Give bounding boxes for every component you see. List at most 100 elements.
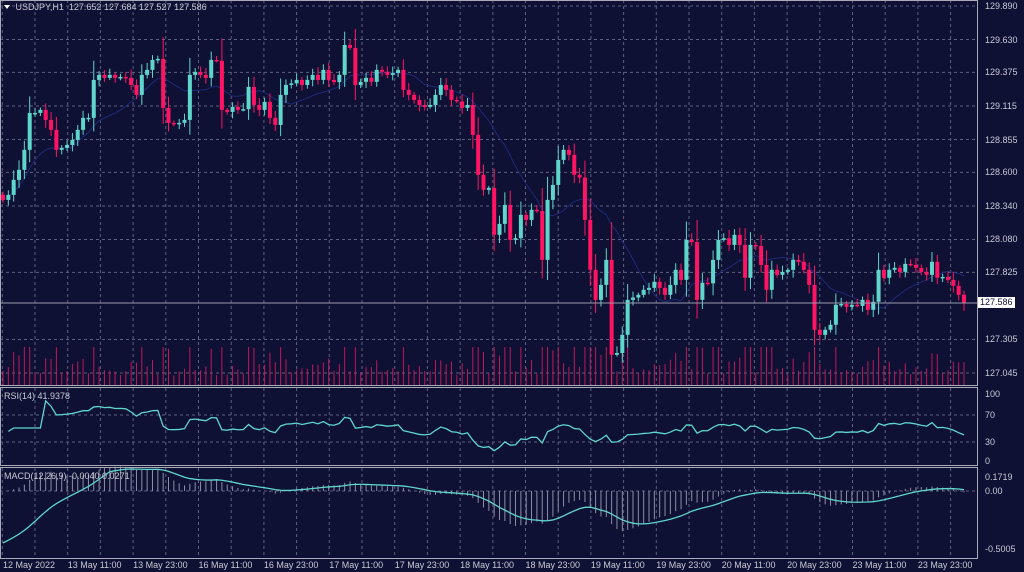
candle-bullish bbox=[86, 117, 91, 120]
time-axis-label: 13 May 23:00 bbox=[133, 560, 188, 570]
price-axis-label: 129.375 bbox=[985, 67, 1018, 78]
candle-bearish bbox=[727, 238, 732, 245]
volume-bars bbox=[2, 347, 965, 385]
candle-bullish bbox=[839, 303, 844, 306]
candle-bearish bbox=[951, 279, 956, 286]
candle-bullish bbox=[283, 84, 288, 95]
candle-bullish bbox=[107, 74, 112, 78]
candle-bearish bbox=[881, 269, 886, 278]
time-axis-label: 16 May 23:00 bbox=[263, 560, 319, 570]
rsi-level-30: 30 bbox=[985, 437, 996, 447]
candle-bearish bbox=[481, 174, 486, 190]
candle-bullish bbox=[614, 353, 619, 355]
time-axis-label: 18 May 11:00 bbox=[460, 560, 514, 570]
time-axis-label: 19 May 11:00 bbox=[590, 560, 645, 570]
candle-bearish bbox=[54, 129, 59, 150]
candle-bearish bbox=[326, 69, 331, 80]
price-axis-label: 127.825 bbox=[985, 267, 1018, 278]
macd-level-min: -0.5005 bbox=[985, 544, 1016, 554]
candle-bearish bbox=[962, 294, 966, 304]
candle-bullish bbox=[97, 74, 102, 80]
candle-bullish bbox=[230, 106, 235, 112]
high-value: 127.684 bbox=[103, 2, 137, 12]
candle-bearish bbox=[577, 174, 582, 178]
candle-bearish bbox=[251, 86, 256, 105]
candle-bullish bbox=[59, 147, 64, 150]
candle-bullish bbox=[929, 261, 934, 275]
candle-bearish bbox=[102, 74, 107, 78]
candle-bearish bbox=[412, 94, 417, 100]
candle-bearish bbox=[759, 245, 764, 265]
candle-bullish bbox=[849, 304, 854, 307]
macd-label: MACD(12,26,9) -0.0040 0.0271 bbox=[4, 471, 130, 481]
candle-bullish bbox=[246, 86, 251, 110]
candle-bullish bbox=[940, 276, 945, 279]
candles bbox=[1, 29, 966, 387]
candle-bearish bbox=[956, 285, 961, 295]
candle-bearish bbox=[540, 211, 545, 260]
candle-bullish bbox=[625, 299, 630, 335]
candle-bullish bbox=[187, 74, 192, 120]
candle-bearish bbox=[235, 106, 240, 110]
candle-bullish bbox=[438, 84, 443, 95]
time-axis-label: 13 May 11:00 bbox=[67, 560, 122, 570]
candle-bearish bbox=[406, 89, 411, 95]
candle-bearish bbox=[449, 89, 454, 100]
candle-bearish bbox=[332, 79, 337, 83]
macd-level-max: 0.1719 bbox=[985, 472, 1013, 482]
candle-bullish bbox=[748, 244, 753, 278]
macd-level-zero: 0.00 bbox=[985, 486, 1003, 496]
candle-bearish bbox=[273, 117, 278, 125]
rsi-level-0: 0 bbox=[985, 456, 991, 466]
price-axis-label: 128.080 bbox=[985, 234, 1018, 245]
candle-bullish bbox=[278, 94, 283, 125]
candle-bearish bbox=[508, 204, 513, 240]
time-axis-label: 17 May 23:00 bbox=[394, 560, 450, 570]
candle-bullish bbox=[396, 69, 401, 74]
candle-bearish bbox=[470, 104, 475, 135]
candle-bullish bbox=[871, 301, 876, 310]
candle-bullish bbox=[11, 179, 16, 195]
candle-bearish bbox=[348, 44, 353, 48]
candle-bearish bbox=[812, 284, 817, 330]
rsi-label: RSI(14) 41.9378 bbox=[4, 391, 71, 401]
candle-bearish bbox=[566, 149, 571, 155]
candle-bearish bbox=[817, 329, 822, 335]
candle-bearish bbox=[657, 281, 662, 288]
candle-bearish bbox=[198, 71, 203, 75]
candle-bullish bbox=[91, 79, 96, 118]
candle-bullish bbox=[70, 139, 75, 145]
candle-bullish bbox=[81, 117, 86, 130]
candle-bullish bbox=[673, 269, 678, 285]
candle-bullish bbox=[721, 238, 726, 240]
candle-bearish bbox=[257, 104, 262, 110]
candle-bearish bbox=[908, 263, 913, 266]
dropdown-triangle-icon[interactable] bbox=[4, 5, 10, 9]
candle-bullish bbox=[17, 169, 22, 180]
candle-bearish bbox=[113, 74, 118, 78]
candle-bearish bbox=[299, 79, 304, 85]
macd-pane bbox=[2, 466, 965, 544]
candle-bearish bbox=[865, 299, 870, 310]
time-axis-label: 16 May 11:00 bbox=[198, 560, 253, 570]
candle-bearish bbox=[524, 214, 529, 220]
candle-bullish bbox=[604, 259, 609, 285]
price-axis-label: 129.890 bbox=[985, 1, 1018, 11]
rsi-line bbox=[7, 399, 965, 452]
time-axis-label: 12 May 2022 bbox=[3, 560, 56, 570]
candle-bullish bbox=[38, 109, 43, 113]
candle-bearish bbox=[444, 84, 449, 90]
candle-bearish bbox=[49, 119, 54, 130]
candle-bullish bbox=[652, 281, 657, 288]
candle-bearish bbox=[353, 47, 358, 85]
candle-bearish bbox=[460, 101, 465, 108]
candle-bullish bbox=[513, 238, 518, 240]
candle-bearish bbox=[897, 267, 902, 272]
candle-bullish bbox=[22, 149, 27, 170]
rsi-level-70: 70 bbox=[985, 410, 996, 420]
candle-bearish bbox=[380, 69, 385, 72]
candle-bullish bbox=[465, 104, 470, 108]
candle-bearish bbox=[775, 269, 780, 275]
candle-bearish bbox=[844, 303, 849, 307]
